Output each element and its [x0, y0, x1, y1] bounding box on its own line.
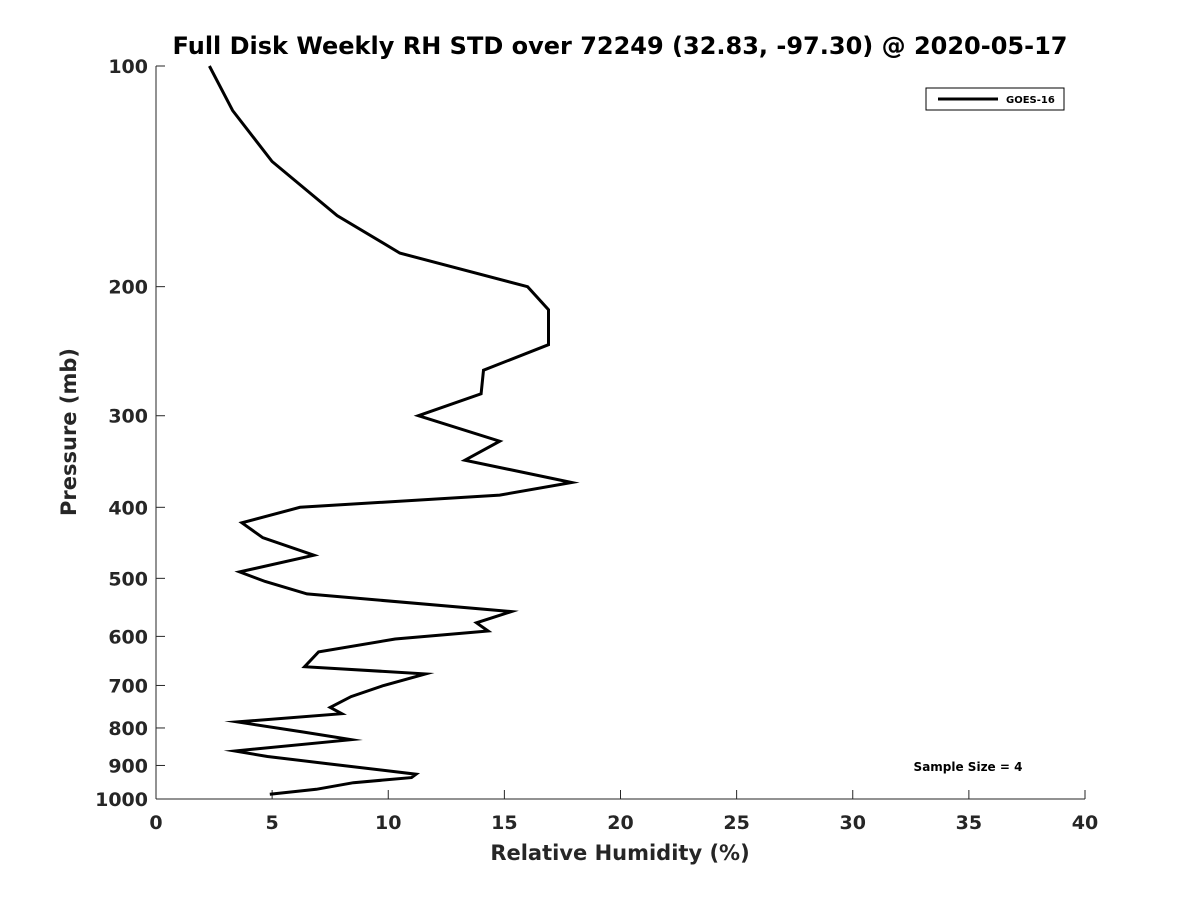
series-layer — [208, 65, 580, 796]
x-tick-label: 10 — [375, 812, 401, 834]
x-tick-label: 25 — [723, 812, 749, 834]
x-tick-label: 40 — [1072, 812, 1098, 834]
plot-area — [155, 66, 1085, 800]
sample-size-annotation: Sample Size = 4 — [914, 760, 1023, 774]
legend: GOES-16 — [925, 87, 1065, 111]
y-tick-label: 800 — [108, 718, 148, 740]
y-tick-label: 100 — [108, 56, 148, 78]
y-tick-label: 400 — [108, 497, 148, 519]
y-tick-label: 600 — [108, 626, 148, 648]
x-tick-label: 20 — [607, 812, 633, 834]
x-tick-label: 0 — [149, 812, 162, 834]
x-tick-label: 15 — [491, 812, 517, 834]
x-axis-ticks: 0 5 10 15 20 25 30 35 40 — [149, 790, 1098, 834]
y-tick-label: 1000 — [95, 789, 148, 811]
y-tick-label: 300 — [108, 406, 148, 428]
y-axis-ticks: 100 200 300 400 500 600 700 800 900 1000 — [95, 56, 165, 811]
chart-title: Full Disk Weekly RH STD over 72249 (32.8… — [173, 32, 1068, 60]
series-line-goes-16 — [208, 65, 580, 796]
legend-entry-goes-16: GOES-16 — [1006, 95, 1055, 106]
x-axis-label: Relative Humidity (%) — [490, 841, 749, 865]
x-tick-label: 5 — [266, 812, 279, 834]
y-tick-label: 700 — [108, 675, 148, 697]
x-tick-label: 30 — [840, 812, 866, 834]
y-tick-label: 200 — [108, 277, 148, 299]
y-tick-label: 900 — [108, 755, 148, 777]
x-tick-label: 35 — [956, 812, 982, 834]
y-tick-label: 500 — [108, 568, 148, 590]
y-axis-label: Pressure (mb) — [57, 348, 81, 516]
